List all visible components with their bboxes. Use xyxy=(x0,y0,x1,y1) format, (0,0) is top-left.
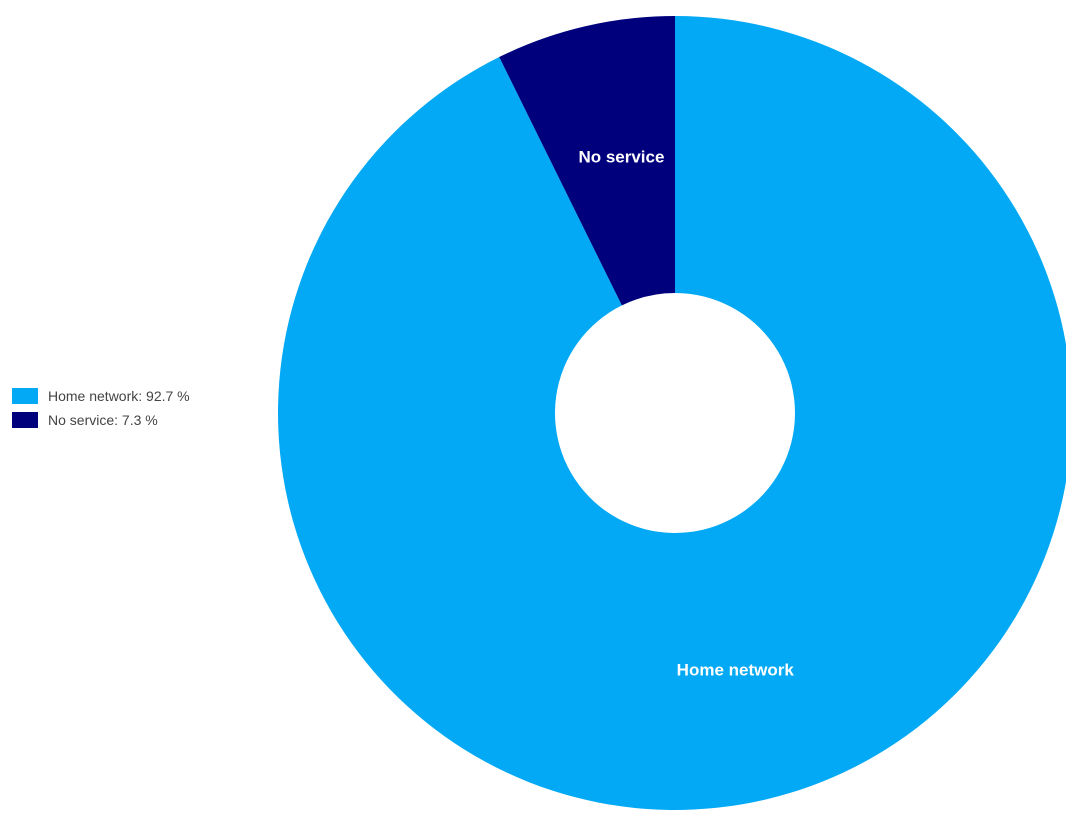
legend-label-no-service: No service: 7.3 % xyxy=(48,412,158,428)
data-label-no-service: No service xyxy=(578,147,664,166)
slices-layer xyxy=(278,16,1066,810)
legend-item-no-service[interactable]: No service: 7.3 % xyxy=(12,412,190,428)
chart-legend: Home network: 92.7 % No service: 7.3 % xyxy=(12,388,190,428)
legend-swatch-home-network xyxy=(12,388,38,404)
legend-swatch-no-service xyxy=(12,412,38,428)
legend-label-home-network: Home network: 92.7 % xyxy=(48,388,190,404)
slice-no-service[interactable] xyxy=(499,16,675,306)
data-label-home-network: Home network xyxy=(677,661,795,680)
slice-home-network[interactable] xyxy=(278,16,1066,810)
legend-item-home-network[interactable]: Home network: 92.7 % xyxy=(12,388,190,404)
data-labels-layer: Home network No service xyxy=(578,147,794,679)
